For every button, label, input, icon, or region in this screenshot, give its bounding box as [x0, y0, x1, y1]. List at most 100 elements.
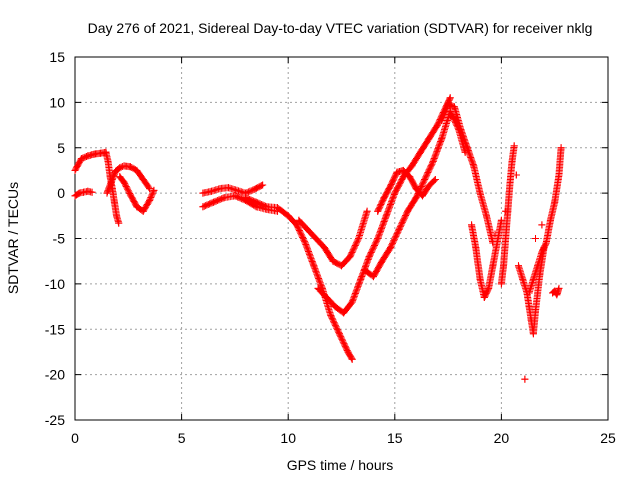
data-point — [412, 185, 420, 193]
data-point — [242, 194, 250, 202]
data-point — [338, 262, 345, 270]
data-point — [506, 180, 514, 188]
data-point — [408, 162, 416, 170]
data-point — [450, 103, 458, 111]
data-point — [374, 207, 382, 215]
data-point — [110, 198, 118, 206]
data-point — [199, 203, 207, 211]
data-point — [425, 135, 433, 143]
data-point — [444, 100, 452, 108]
data-point — [71, 166, 79, 174]
data-point — [207, 187, 215, 195]
data-point — [399, 166, 407, 174]
data-point — [555, 284, 563, 292]
data-point — [233, 186, 241, 194]
data-point — [412, 194, 420, 202]
data-point — [301, 239, 309, 247]
series-trace — [314, 94, 454, 317]
series-pass-12 — [514, 244, 548, 338]
data-point — [150, 186, 158, 194]
y-tick-label: -10 — [45, 276, 65, 292]
data-point — [382, 212, 390, 220]
data-point — [274, 204, 282, 212]
data-point — [431, 176, 439, 184]
data-point — [476, 189, 484, 197]
data-point — [532, 307, 540, 315]
data-point — [120, 162, 128, 170]
x-tick-label: 15 — [387, 430, 403, 446]
data-point — [139, 207, 147, 215]
data-point — [348, 298, 356, 306]
data-point — [120, 178, 128, 186]
data-point — [378, 257, 386, 265]
data-point — [480, 293, 488, 301]
data-point — [133, 203, 141, 211]
data-point — [303, 225, 311, 233]
data-point — [391, 189, 399, 197]
data-point — [293, 221, 301, 229]
data-point — [387, 244, 395, 252]
data-point — [555, 171, 563, 179]
data-point — [363, 207, 371, 215]
data-point — [335, 330, 343, 338]
data-point — [355, 235, 363, 242]
data-point — [295, 216, 303, 224]
series-trace — [361, 107, 469, 281]
data-point — [485, 284, 493, 292]
series-trace — [491, 171, 546, 383]
data-point — [529, 330, 537, 338]
data-point — [90, 150, 98, 158]
data-point — [380, 194, 388, 202]
data-point — [468, 221, 476, 229]
y-axis: -25 -20 -15 -10 -5 0 5 10 15 — [45, 49, 608, 428]
data-point — [116, 164, 124, 172]
data-point — [525, 303, 533, 311]
data-point — [220, 194, 228, 202]
data-point — [231, 192, 239, 200]
data-point — [320, 244, 328, 252]
data-point — [133, 166, 141, 174]
data-point — [470, 162, 478, 170]
data-point — [510, 142, 518, 150]
data-point — [346, 253, 354, 261]
series-pass-10 — [468, 216, 505, 301]
data-point — [491, 230, 499, 238]
data-point — [216, 185, 224, 193]
x-axis-label: GPS time / hours — [287, 457, 394, 473]
series-pass-2a — [103, 162, 154, 197]
chart-title: Day 276 of 2021, Sidereal Day-to-day VTE… — [88, 20, 593, 36]
data-point — [340, 309, 348, 317]
data-point — [88, 188, 96, 196]
data-point — [263, 203, 271, 211]
data-point — [250, 185, 258, 193]
data-point — [395, 225, 403, 233]
series-pass-7 — [361, 107, 469, 281]
data-point — [113, 212, 121, 220]
data-point — [502, 207, 510, 215]
data-point — [399, 173, 407, 181]
data-point — [527, 316, 535, 324]
x-tick-label: 10 — [280, 430, 296, 446]
data-point — [457, 126, 465, 134]
grid — [74, 56, 609, 421]
data-point — [429, 157, 437, 165]
data-point — [553, 291, 561, 299]
data-point — [404, 207, 412, 215]
data-point — [104, 157, 112, 165]
data-point — [419, 192, 427, 200]
series-pass-1a — [71, 187, 96, 200]
data-point — [225, 184, 233, 192]
data-point — [310, 262, 318, 270]
series-pass-5 — [295, 207, 371, 270]
data-point — [348, 355, 356, 363]
data-point — [393, 168, 401, 176]
data-point — [107, 178, 115, 186]
data-point — [369, 273, 377, 281]
data-point — [421, 176, 429, 184]
series-pass-13 — [525, 144, 565, 297]
data-point — [557, 144, 565, 152]
data-point — [532, 235, 540, 242]
data-point — [329, 257, 337, 265]
data-point — [521, 375, 529, 383]
